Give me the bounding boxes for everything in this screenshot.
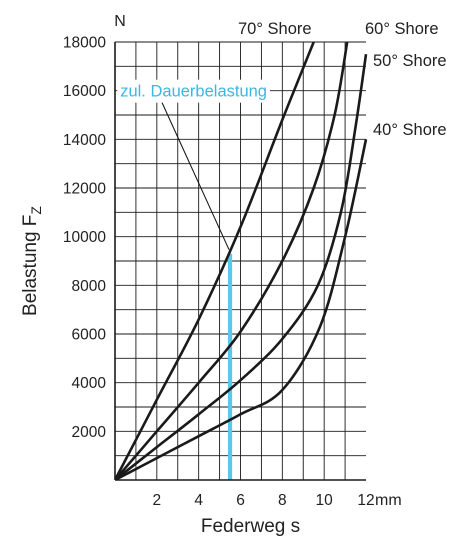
y-axis-title-subscript: Z [28,206,44,215]
y-tick-label: 8000 [72,278,107,295]
y-axis-title: Belastung FZ [20,206,44,316]
y-tick-label: 6000 [72,327,107,344]
series-line-1 [115,41,315,480]
x-tick-label: 2 [153,492,162,509]
x-tick-label: 4 [194,492,203,509]
x-tick-label: 6 [236,492,245,509]
series-line-4 [115,139,368,480]
annotation-pointer [160,100,230,250]
annotation-backdrop [117,79,270,103]
series-label-3: 50° Shore [373,52,447,70]
y-tick-label: 10000 [63,229,106,246]
y-tick-label: 18000 [63,35,106,52]
axes [114,42,366,481]
series-line-2 [115,41,349,480]
series-label-1: 70° Shore [238,20,312,38]
permissible-load-layer [160,100,233,480]
series-label-4: 40° Shore [373,121,447,139]
y-unit-label: N [114,13,126,30]
y-tick-label: 4000 [72,375,107,392]
y-tick-label: 14000 [63,132,106,149]
curves [115,41,368,480]
series-line-3 [115,54,368,480]
x-unit-label: mm [375,492,402,509]
series-label-2: 60° Shore [365,20,439,38]
y-tick-label: 16000 [63,83,106,100]
x-tick-label: 10 [316,492,334,509]
grid [115,41,366,480]
x-tick-label: 12 [357,492,374,509]
y-tick-label: 12000 [63,181,106,198]
annotation-label: zul. Dauerbelastung [120,83,267,101]
y-tick-label: 2000 [72,424,107,441]
y-axis-title-main: Belastung F [20,215,41,316]
x-tick-label: 8 [278,492,287,509]
x-axis-title: Federweg s [201,516,300,537]
labels: 2 4 6 8 10 12 mm 2000 4000 6000 8000 10000 12000 1400… [20,13,447,537]
